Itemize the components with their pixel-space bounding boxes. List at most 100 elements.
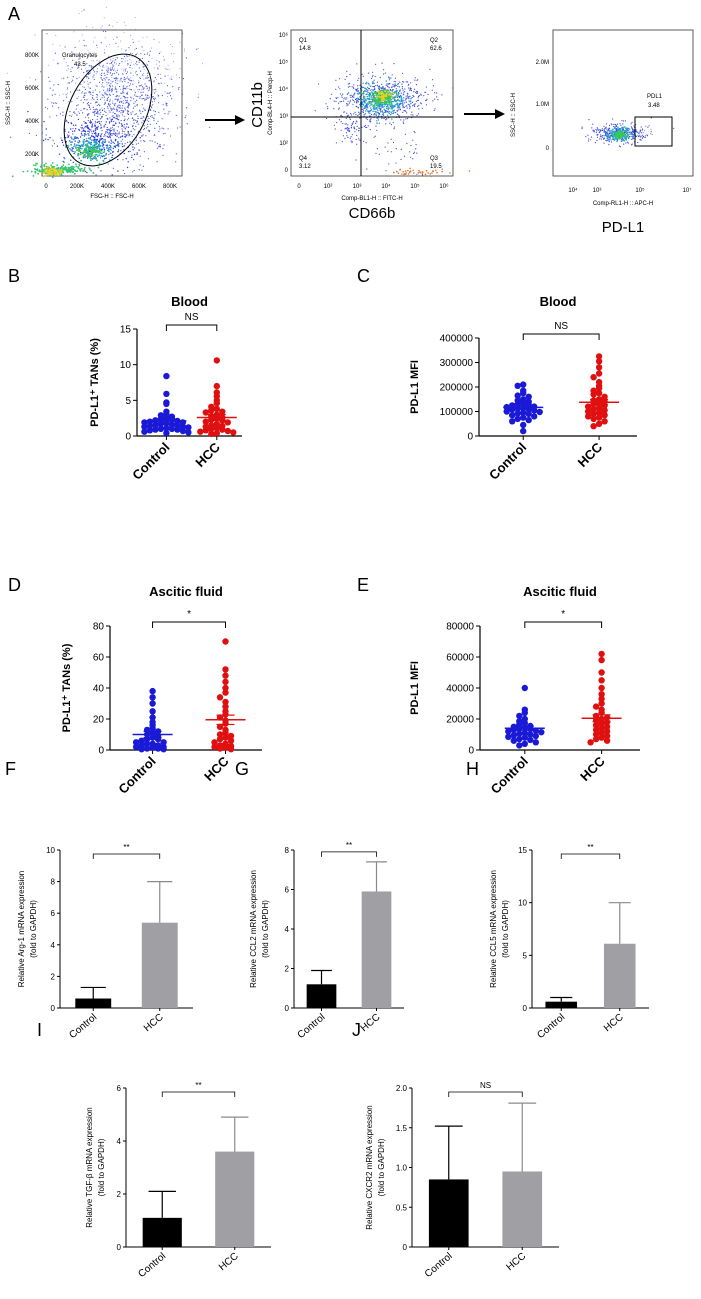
density-dot: [382, 111, 384, 113]
density-dot: [183, 48, 185, 50]
data-point: [213, 357, 220, 364]
density-dot: [169, 92, 171, 94]
density-dot: [115, 108, 117, 110]
density-dot: [110, 149, 112, 151]
density-dot: [392, 85, 395, 87]
density-dot: [42, 175, 45, 178]
density-dot: [88, 92, 90, 94]
density-dot: [92, 123, 94, 125]
density-dot: [82, 152, 85, 155]
density-dot: [67, 136, 69, 138]
density-dot: [107, 149, 110, 151]
density-dot: [314, 110, 316, 112]
density-dot: [377, 105, 379, 107]
density-dot: [163, 144, 165, 146]
density-dot: [147, 126, 149, 128]
density-dot: [350, 113, 352, 115]
density-dot: [141, 57, 143, 60]
density-dot: [126, 106, 128, 108]
density-dot: [376, 129, 378, 131]
density-dot: [103, 148, 106, 151]
data-point: [174, 426, 181, 433]
density-dot: [81, 10, 83, 12]
density-dot: [107, 67, 109, 69]
density-dot: [62, 93, 64, 95]
density-dot: [179, 41, 181, 43]
density-dot: [377, 87, 380, 90]
density-dot: [394, 83, 396, 85]
significance-label: **: [587, 843, 593, 852]
y-axis-label: Comp-BL4-H :: Percp-H: [268, 71, 274, 135]
density-dot: [111, 156, 113, 159]
density-dot: [127, 107, 129, 109]
density-dot: [116, 109, 118, 111]
density-dot: [107, 163, 109, 165]
density-dot: [80, 144, 83, 147]
density-dot: [127, 150, 130, 153]
density-dot: [340, 129, 342, 131]
density-dot: [75, 128, 77, 130]
density-dot: [105, 131, 107, 133]
density-dot: [113, 142, 115, 144]
density-dot: [351, 123, 353, 125]
data-point: [520, 409, 527, 416]
density-dot: [369, 112, 371, 114]
density-dot: [359, 96, 361, 98]
density-dot: [594, 142, 596, 144]
density-dot: [51, 105, 54, 107]
density-dot: [138, 149, 140, 151]
density-dot: [141, 94, 143, 96]
density-dot: [71, 171, 74, 174]
density-dot: [615, 137, 617, 139]
density-dot: [359, 98, 361, 101]
y-axis-label: Relative TGF-β mRNA expression: [85, 1107, 94, 1228]
density-dot: [111, 67, 114, 69]
density-dot: [91, 133, 93, 135]
density-dot: [129, 66, 131, 69]
density-dot: [384, 72, 386, 74]
density-dot: [605, 135, 607, 137]
density-dot: [399, 169, 401, 171]
density-dot: [68, 82, 71, 84]
significance-bracket: [448, 1091, 523, 1097]
density-dot: [392, 121, 394, 123]
density-dot: [384, 110, 387, 112]
density-dot: [147, 97, 149, 99]
density-dot: [612, 128, 614, 130]
density-dot: [596, 136, 599, 138]
density-dot: [36, 169, 39, 172]
density-dot: [133, 159, 135, 161]
x-tick-label: 0: [44, 184, 48, 190]
density-dot: [387, 107, 389, 109]
density-dot: [113, 130, 115, 132]
y-tick-label: 0: [51, 1004, 56, 1013]
significance-label: **: [195, 1081, 201, 1090]
density-dot: [130, 83, 132, 85]
density-dot: [620, 131, 623, 134]
data-point: [222, 711, 229, 718]
density-dot: [106, 46, 107, 48]
density-dot: [82, 96, 84, 98]
density-dot: [90, 143, 93, 146]
density-dot: [88, 152, 91, 155]
density-dot: [70, 70, 72, 73]
density-dot: [623, 129, 625, 132]
x-tick-label: 10²: [324, 184, 333, 190]
density-dot: [88, 134, 90, 136]
density-dot: [117, 46, 119, 48]
density-dot: [363, 86, 365, 88]
density-dot: [88, 104, 90, 106]
density-dot: [605, 131, 608, 133]
density-dot: [94, 153, 97, 156]
density-dot: [107, 94, 109, 96]
density-dot: [141, 46, 143, 48]
density-dot: [624, 120, 627, 122]
density-dot: [126, 101, 128, 103]
density-dot: [46, 166, 49, 169]
density-dot: [80, 109, 82, 111]
data-point: [587, 739, 594, 746]
density-dot: [120, 48, 122, 50]
density-dot: [105, 157, 107, 159]
density-dot: [106, 73, 108, 75]
density-dot: [645, 125, 647, 127]
